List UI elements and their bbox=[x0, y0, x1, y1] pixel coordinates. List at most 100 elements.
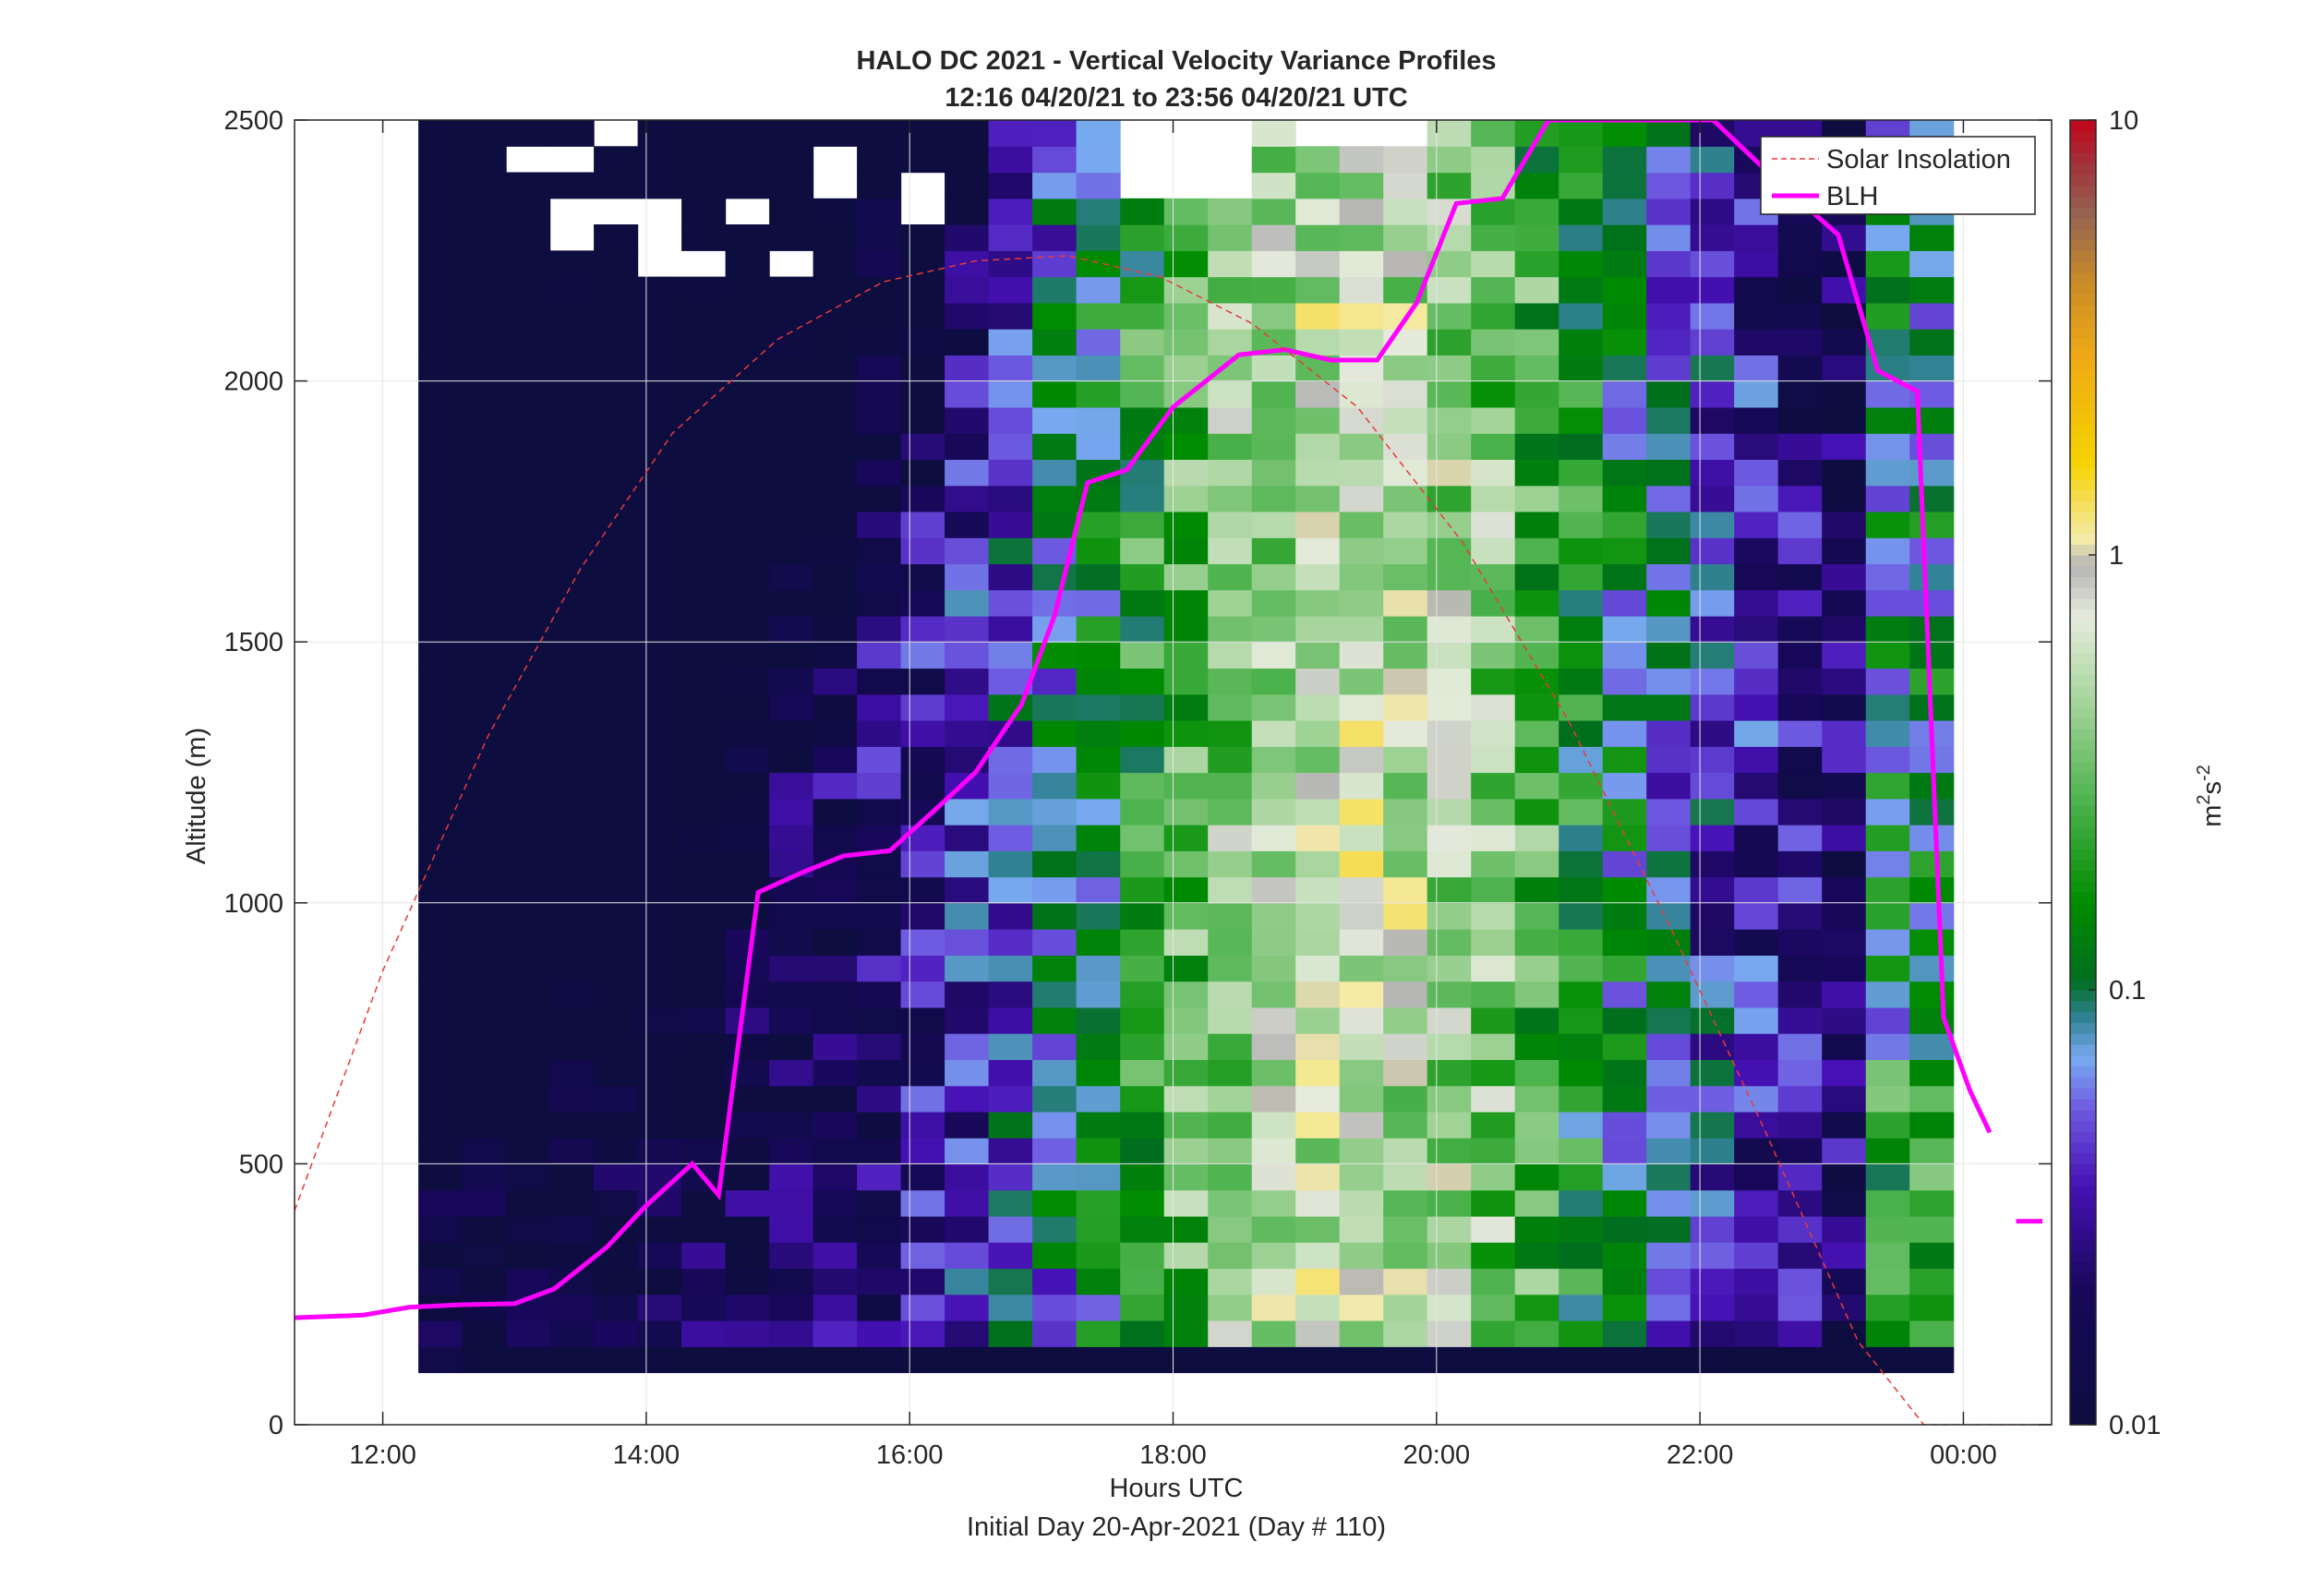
heatmap-cell bbox=[900, 1346, 945, 1374]
colorbar-segment bbox=[2070, 1316, 2096, 1328]
colorbar-segment bbox=[2070, 218, 2096, 230]
heatmap-cell bbox=[1295, 693, 1341, 721]
heatmap-cell bbox=[549, 459, 595, 487]
colorbar-segment bbox=[2070, 294, 2096, 306]
heatmap-cell bbox=[945, 798, 990, 825]
heatmap-cell bbox=[1559, 537, 1604, 565]
heatmap-cell bbox=[418, 1242, 464, 1270]
heatmap-cell bbox=[1690, 537, 1735, 565]
heatmap-cell bbox=[1777, 1085, 1823, 1113]
heatmap-cell bbox=[1471, 1059, 1516, 1087]
heatmap-cell bbox=[857, 668, 902, 695]
heatmap-cell bbox=[813, 668, 858, 695]
heatmap-cell bbox=[462, 1006, 507, 1034]
heatmap-cell bbox=[1076, 302, 1121, 330]
heatmap-cell bbox=[769, 1006, 814, 1034]
heatmap-cell bbox=[725, 459, 770, 487]
heatmap-cell bbox=[1690, 329, 1735, 355]
heatmap-cell bbox=[769, 1320, 814, 1347]
heatmap-cell bbox=[462, 876, 507, 904]
heatmap-cell bbox=[988, 772, 1033, 800]
heatmap-cell bbox=[1295, 902, 1341, 930]
heatmap-cell bbox=[418, 1085, 464, 1113]
legend-box bbox=[1760, 136, 2036, 215]
heatmap-cell bbox=[1339, 224, 1384, 251]
heatmap-cell bbox=[418, 302, 464, 330]
heatmap-cell bbox=[1383, 902, 1428, 930]
heatmap-cell bbox=[1339, 693, 1384, 721]
heatmap-cell bbox=[506, 406, 551, 434]
heatmap-cell bbox=[1208, 511, 1253, 538]
heatmap-cell bbox=[1865, 720, 1910, 747]
heatmap-cell bbox=[506, 1268, 551, 1295]
heatmap-cell bbox=[637, 693, 682, 721]
heatmap-cell bbox=[1339, 1085, 1384, 1113]
heatmap-cell bbox=[594, 1189, 639, 1217]
heatmap-cell bbox=[900, 902, 945, 930]
heatmap-cell bbox=[1777, 825, 1823, 851]
heatmap-cell bbox=[1602, 380, 1647, 408]
heatmap-cell bbox=[1559, 668, 1604, 695]
heatmap-cell bbox=[1076, 955, 1121, 982]
heatmap-cell bbox=[945, 355, 990, 382]
heatmap-cell bbox=[462, 642, 507, 669]
heatmap-cell bbox=[1822, 485, 1867, 512]
heatmap-cell bbox=[462, 380, 507, 408]
colorbar-segment bbox=[2070, 1229, 2096, 1241]
heatmap-cell bbox=[1120, 224, 1165, 251]
heatmap-cell bbox=[594, 1111, 639, 1138]
heatmap-cell bbox=[1734, 1138, 1779, 1164]
heatmap-cell bbox=[945, 485, 990, 512]
heatmap-cell bbox=[1602, 433, 1647, 460]
heatmap-cell bbox=[857, 302, 902, 330]
heatmap-cell bbox=[813, 1268, 858, 1295]
colorbar-segment bbox=[2070, 1250, 2096, 1262]
heatmap-cell bbox=[1208, 276, 1253, 304]
heatmap-cell bbox=[988, 850, 1033, 878]
heatmap-cell bbox=[1646, 1085, 1692, 1113]
heatmap-cell bbox=[1383, 668, 1428, 695]
heatmap-cell bbox=[1777, 1033, 1823, 1060]
heatmap-cell bbox=[594, 1346, 639, 1374]
heatmap-cell bbox=[1076, 850, 1121, 878]
heatmap-cell bbox=[1559, 1320, 1604, 1347]
heatmap-cell bbox=[1909, 1189, 1955, 1217]
heatmap-cell bbox=[1865, 798, 1910, 825]
heatmap-cell bbox=[813, 1163, 858, 1191]
heatmap-cell bbox=[900, 120, 945, 147]
heatmap-cell bbox=[945, 198, 990, 225]
heatmap-cell bbox=[1646, 1268, 1692, 1295]
heatmap-cell bbox=[1427, 1085, 1472, 1113]
heatmap-cell bbox=[1427, 589, 1472, 617]
heatmap-cell bbox=[1208, 876, 1253, 904]
heatmap-cell bbox=[988, 798, 1033, 825]
heatmap-cell bbox=[725, 276, 770, 304]
heatmap-cell bbox=[1865, 1346, 1910, 1374]
heatmap-cell bbox=[813, 1033, 858, 1060]
heatmap-cell bbox=[769, 1085, 814, 1113]
heatmap-cell bbox=[725, 850, 770, 878]
heatmap-cell bbox=[1120, 1268, 1165, 1295]
heatmap-cell bbox=[462, 433, 507, 460]
heatmap-cell bbox=[681, 902, 727, 930]
heatmap-cell bbox=[900, 955, 945, 982]
colorbar-segment bbox=[2070, 1163, 2096, 1175]
heatmap-cell bbox=[1822, 772, 1867, 800]
heatmap-cell bbox=[1602, 1320, 1647, 1347]
heatmap-cell bbox=[769, 563, 814, 591]
heatmap-cell bbox=[1427, 1268, 1472, 1295]
heatmap-cell bbox=[769, 511, 814, 538]
heatmap-cell bbox=[506, 668, 551, 695]
heatmap-cell bbox=[1514, 1085, 1559, 1113]
heatmap-cell bbox=[900, 302, 945, 330]
heatmap-cell bbox=[1208, 485, 1253, 512]
heatmap-cell bbox=[1602, 589, 1647, 617]
heatmap-cell bbox=[857, 1138, 902, 1164]
heatmap-cell bbox=[1032, 1242, 1078, 1270]
heatmap-cell bbox=[1251, 302, 1296, 330]
colorbar-segment bbox=[2070, 555, 2096, 567]
heatmap-cell bbox=[549, 1346, 595, 1374]
heatmap-cell bbox=[1339, 302, 1384, 330]
heatmap-cell bbox=[462, 1242, 507, 1270]
heatmap-cell bbox=[549, 276, 595, 304]
